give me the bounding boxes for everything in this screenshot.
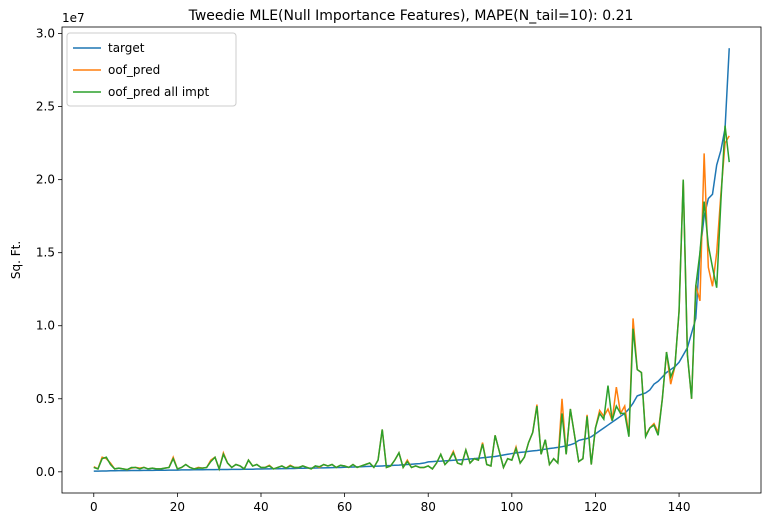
x-tick-label: 0 [90,500,98,514]
y-tick-label: 1.5 [36,246,55,260]
legend-label: oof_pred all impt [108,85,209,99]
y-tick-label: 0.0 [36,465,55,479]
legend-label: target [108,41,145,55]
chart-title: Tweedie MLE(Null Importance Features), M… [188,8,634,24]
x-tick-label: 40 [253,500,268,514]
legend-box [66,32,237,107]
x-tick-label: 120 [584,500,607,514]
x-tick-label: 80 [421,500,436,514]
plot-frame [61,26,762,494]
series-line [93,125,730,472]
x-tick-label: 20 [170,500,185,514]
y-tick-label: 0.5 [36,392,55,406]
x-tick-label: 60 [337,500,352,514]
y-tick-label: 2.5 [36,100,55,114]
y-axis-label: Sq. Ft. [9,241,23,279]
y-offset-label: 1e7 [62,11,85,25]
series-line [93,48,730,472]
y-tick-label: 2.0 [36,173,55,187]
y-tick-label: 3.0 [36,27,55,41]
y-tick-label: 1.0 [36,319,55,333]
legend-label: oof_pred [108,63,160,77]
x-tick-label: 100 [500,500,523,514]
x-tick-label: 140 [668,500,691,514]
